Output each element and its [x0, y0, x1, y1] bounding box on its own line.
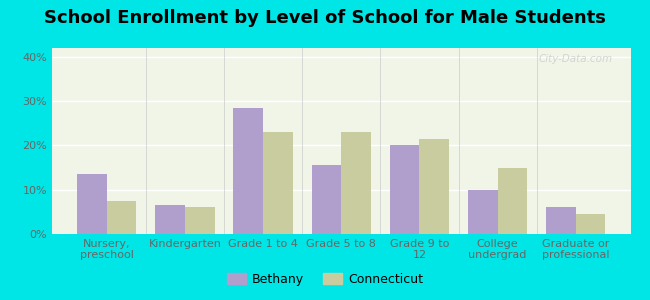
- Bar: [390, 146, 419, 234]
- Bar: [77, 174, 107, 234]
- Bar: [419, 139, 449, 234]
- Bar: [498, 168, 527, 234]
- Text: School Enrollment by Level of School for Male Students: School Enrollment by Level of School for…: [44, 9, 606, 27]
- Bar: [107, 201, 136, 234]
- Bar: [263, 132, 292, 234]
- Bar: [576, 214, 606, 234]
- Text: City-Data.com: City-Data.com: [539, 54, 613, 64]
- Bar: [311, 165, 341, 234]
- Bar: [468, 190, 498, 234]
- Bar: [546, 207, 576, 234]
- Bar: [233, 108, 263, 234]
- Bar: [341, 132, 371, 234]
- Legend: Bethany, Connecticut: Bethany, Connecticut: [222, 268, 428, 291]
- Bar: [185, 207, 215, 234]
- Bar: [155, 205, 185, 234]
